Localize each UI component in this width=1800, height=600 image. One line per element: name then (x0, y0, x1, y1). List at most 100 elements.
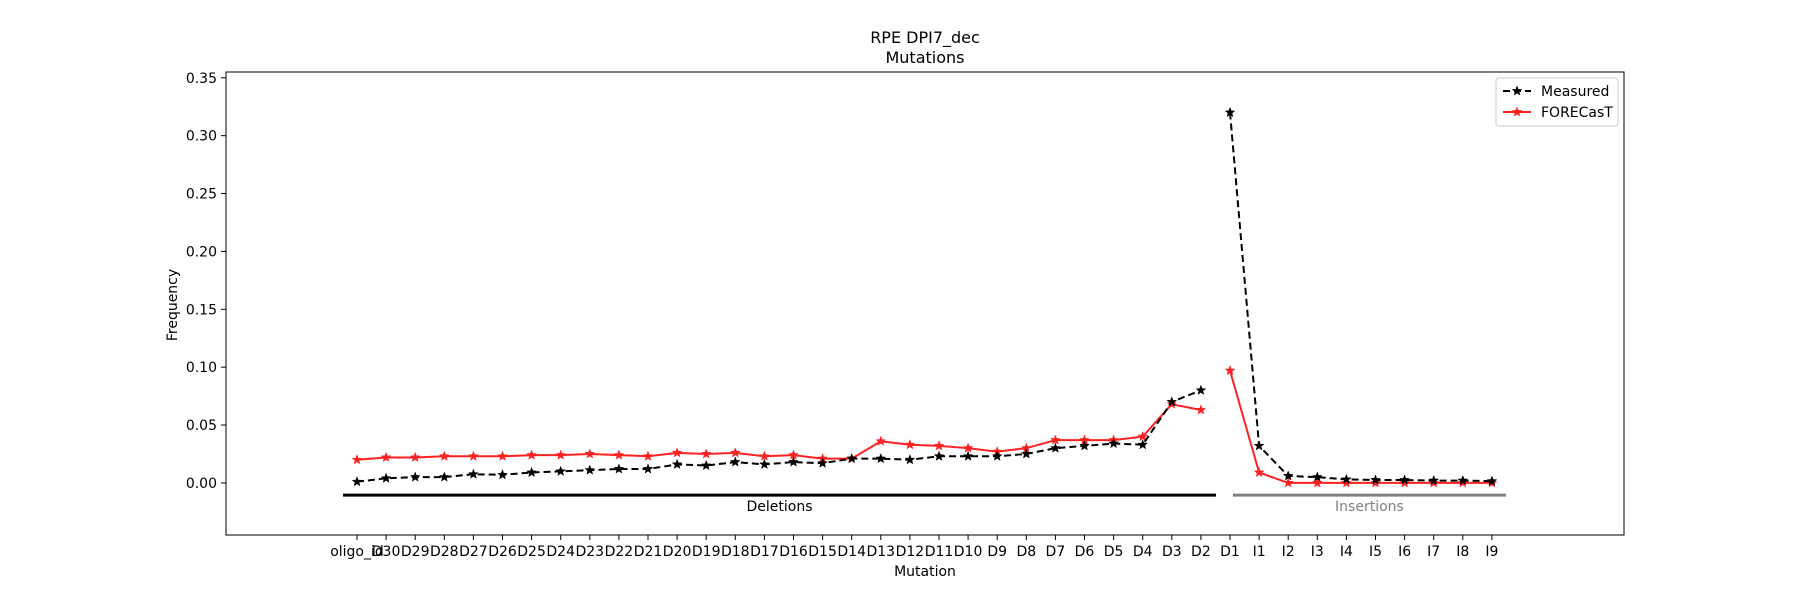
y-tick-label: 0.10 (186, 360, 217, 376)
data-point (380, 472, 392, 483)
data-point (700, 459, 712, 471)
y-tick-label: 0.15 (186, 302, 217, 318)
series-line-deletions (356, 389, 1202, 483)
data-point (1428, 474, 1440, 486)
data-point (904, 454, 916, 465)
series-line-insertions (1229, 370, 1492, 484)
data-point (875, 435, 887, 446)
data-point (875, 452, 887, 464)
data-point (497, 469, 508, 480)
legend-marker (1511, 85, 1523, 96)
x-tick-label: I4 (1340, 544, 1353, 560)
data-point (351, 454, 363, 465)
data-point (1049, 434, 1061, 445)
data-point (1253, 440, 1265, 451)
data-point (584, 448, 596, 459)
data-point (962, 450, 974, 461)
data-point (817, 457, 829, 468)
series-measured (351, 106, 1498, 487)
x-tick-label: D26 (488, 544, 517, 560)
data-point (1340, 473, 1352, 485)
data-point (671, 447, 683, 458)
x-tick-label: D24 (546, 544, 575, 560)
x-tick-label: D27 (459, 544, 488, 560)
x-tick-label: oligo_id (330, 544, 384, 560)
x-tick-label: I3 (1311, 544, 1324, 560)
x-tick-label: I8 (1456, 544, 1469, 560)
x-tick-label: D22 (605, 544, 634, 560)
legend-item-forecast: FORECasT (1503, 105, 1613, 121)
data-point (962, 442, 974, 453)
data-point (1399, 477, 1411, 488)
x-tick-label: I6 (1398, 544, 1411, 560)
x-axis-label: Mutation (894, 564, 956, 580)
x-tick-label: I1 (1253, 544, 1266, 560)
data-point (642, 463, 654, 474)
data-point (613, 449, 625, 460)
legend-item-measured: Measured (1503, 84, 1609, 100)
x-tick-label: D30 (372, 544, 401, 560)
data-point (1282, 470, 1294, 481)
data-point (642, 450, 654, 461)
data-point (438, 450, 450, 461)
legend: Measured FORECasT (1495, 77, 1619, 127)
x-tick-label: D6 (1075, 544, 1095, 560)
data-point (380, 451, 392, 463)
chart-subtitle: Mutations (885, 48, 964, 67)
data-point (1166, 396, 1178, 407)
chart-title: RPE DPI7_dec (870, 28, 980, 48)
data-point (1486, 475, 1498, 486)
data-point (1370, 474, 1381, 485)
y-tick-label: 0.05 (186, 418, 217, 434)
data-point (933, 440, 945, 451)
data-point (584, 464, 596, 475)
x-tick-label: D1 (1220, 544, 1240, 560)
data-point (1311, 477, 1323, 488)
data-point (409, 471, 421, 482)
data-point (555, 465, 567, 476)
x-tick-label: D19 (692, 544, 721, 560)
data-point (1049, 442, 1061, 453)
data-point (351, 476, 363, 487)
data-point (846, 452, 858, 464)
y-axis-label: Frequency (165, 269, 181, 341)
insertions-group-label: Insertions (1335, 499, 1404, 515)
data-point (1020, 448, 1032, 459)
data-point (497, 450, 508, 461)
x-tick-label: D15 (808, 544, 837, 560)
data-point (613, 463, 625, 474)
data-point (1137, 439, 1149, 450)
x-tick-label: I5 (1369, 544, 1382, 560)
y-tick-label: 0.35 (186, 71, 217, 87)
legend-marker (1511, 106, 1523, 117)
data-point (904, 439, 916, 450)
y-tick-label: 0.30 (186, 129, 217, 145)
series-line-insertions (1229, 112, 1492, 483)
plot-area-frame (225, 71, 1625, 536)
data-point (758, 450, 770, 461)
data-point (1340, 477, 1352, 488)
x-tick-label: D5 (1104, 544, 1124, 560)
series-line-deletions (356, 403, 1202, 461)
x-tick-label: D8 (1016, 544, 1036, 560)
x-tick-label: D10 (954, 544, 983, 560)
legend-label: Measured (1541, 84, 1609, 100)
legend-label: FORECasT (1541, 105, 1613, 121)
x-tick-label: D25 (517, 544, 546, 560)
data-point (1370, 477, 1381, 488)
y-axis: 0.00 0.05 0.10 0.15 0.20 0.25 0.30 0.35 (186, 71, 226, 492)
data-point (729, 456, 741, 467)
group-annotations: Deletions Insertions (343, 493, 1506, 515)
data-point (1253, 466, 1265, 478)
x-tick-label: D11 (925, 544, 954, 560)
series-layer (351, 106, 1498, 488)
x-tick-label: D29 (401, 544, 430, 560)
x-tick-label: D14 (837, 544, 866, 560)
series-forecast (351, 364, 1498, 488)
data-point (788, 456, 799, 467)
y-tick-label: 0.00 (186, 476, 217, 492)
x-tick-label: D23 (575, 544, 604, 560)
